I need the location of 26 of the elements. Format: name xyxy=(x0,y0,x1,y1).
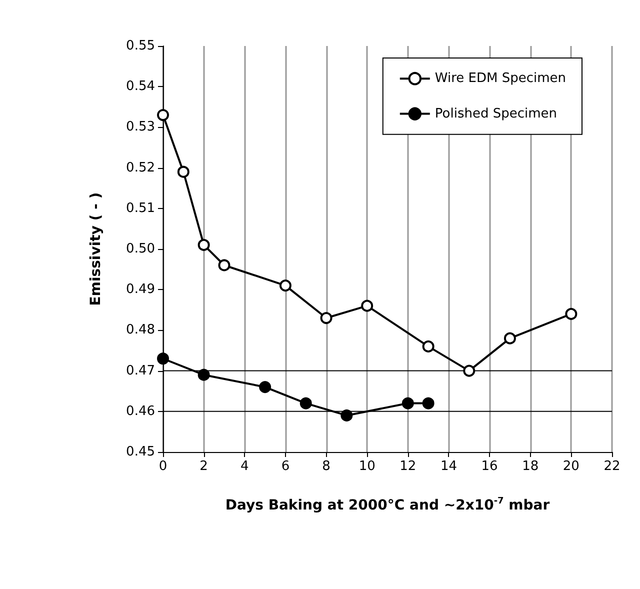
x-tick-label: 20 xyxy=(562,459,580,474)
y-tick-label: 0.51 xyxy=(126,200,155,216)
x-tick-label: 4 xyxy=(240,459,249,474)
x-tick-label: 2 xyxy=(200,459,208,474)
y-tick-label: 0.48 xyxy=(126,322,155,338)
y-tick-label: 0.54 xyxy=(126,79,155,94)
x-tick-label: 16 xyxy=(481,459,498,474)
x-tick-label: 8 xyxy=(322,459,330,474)
x-tick-label: 6 xyxy=(281,459,290,474)
y-tick-label: 0.55 xyxy=(126,38,155,54)
y-axis-title: Emissivity ( - ) xyxy=(88,192,104,306)
x-tick-label: 12 xyxy=(400,459,416,474)
y-tick-label: 0.46 xyxy=(126,404,155,419)
x-tick-label: 14 xyxy=(440,459,457,474)
x-tick-label: 18 xyxy=(522,459,539,474)
y-tick-label: 0.52 xyxy=(126,160,155,176)
x-tick-label: 10 xyxy=(358,459,376,474)
y-tick-label: 0.47 xyxy=(126,363,155,378)
y-tick-label: 0.50 xyxy=(126,242,155,256)
y-tick-label: 0.45 xyxy=(126,444,155,460)
x-tick-label: 22 xyxy=(604,459,620,474)
x-tick-label: 0 xyxy=(158,459,168,474)
legend-label: Wire EDM Specimen xyxy=(434,71,566,86)
y-tick-label: 0.49 xyxy=(126,282,155,298)
legend-label: Polished Specimen xyxy=(434,106,558,122)
y-tick-label: 0.53 xyxy=(126,120,155,135)
